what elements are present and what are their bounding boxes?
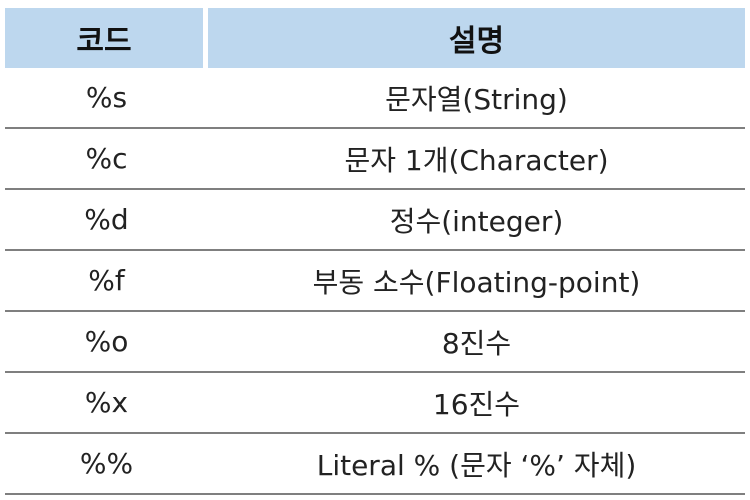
description-cell: 부동 소수(Floating-point) <box>312 265 641 299</box>
code-cell: %% <box>79 447 134 480</box>
description-cell: 8진수 <box>441 326 512 360</box>
column-header-code: 코드 <box>5 8 203 68</box>
table-row: %x 16진수 <box>5 373 745 434</box>
description-cell: 정수(integer) <box>389 204 564 238</box>
code-cell: %x <box>84 386 129 419</box>
table-row: %d 정수(integer) <box>5 190 745 251</box>
table-row: %s 문자열(String) <box>5 68 745 129</box>
description-cell: 문자 1개(Character) <box>344 143 609 177</box>
format-specifier-table: 코드 설명 %s 문자열(String) %c 문자 1개(Character)… <box>5 8 745 495</box>
table-row: %c 문자 1개(Character) <box>5 129 745 190</box>
code-cell: %f <box>88 264 125 297</box>
description-cell: 문자열(String) <box>385 82 568 116</box>
table-row: %o 8진수 <box>5 312 745 373</box>
code-cell: %s <box>85 81 128 114</box>
table-header-row: 코드 설명 <box>5 8 745 68</box>
description-cell: Literal % (문자 ‘%’ 자체) <box>316 448 637 482</box>
code-cell: %c <box>85 142 128 175</box>
code-cell: %d <box>84 203 129 236</box>
table-row: %% Literal % (문자 ‘%’ 자체) <box>5 434 745 495</box>
description-cell: 16진수 <box>432 387 521 421</box>
column-header-description: 설명 <box>208 8 745 68</box>
table-row: %f 부동 소수(Floating-point) <box>5 251 745 312</box>
code-cell: %o <box>84 325 129 358</box>
